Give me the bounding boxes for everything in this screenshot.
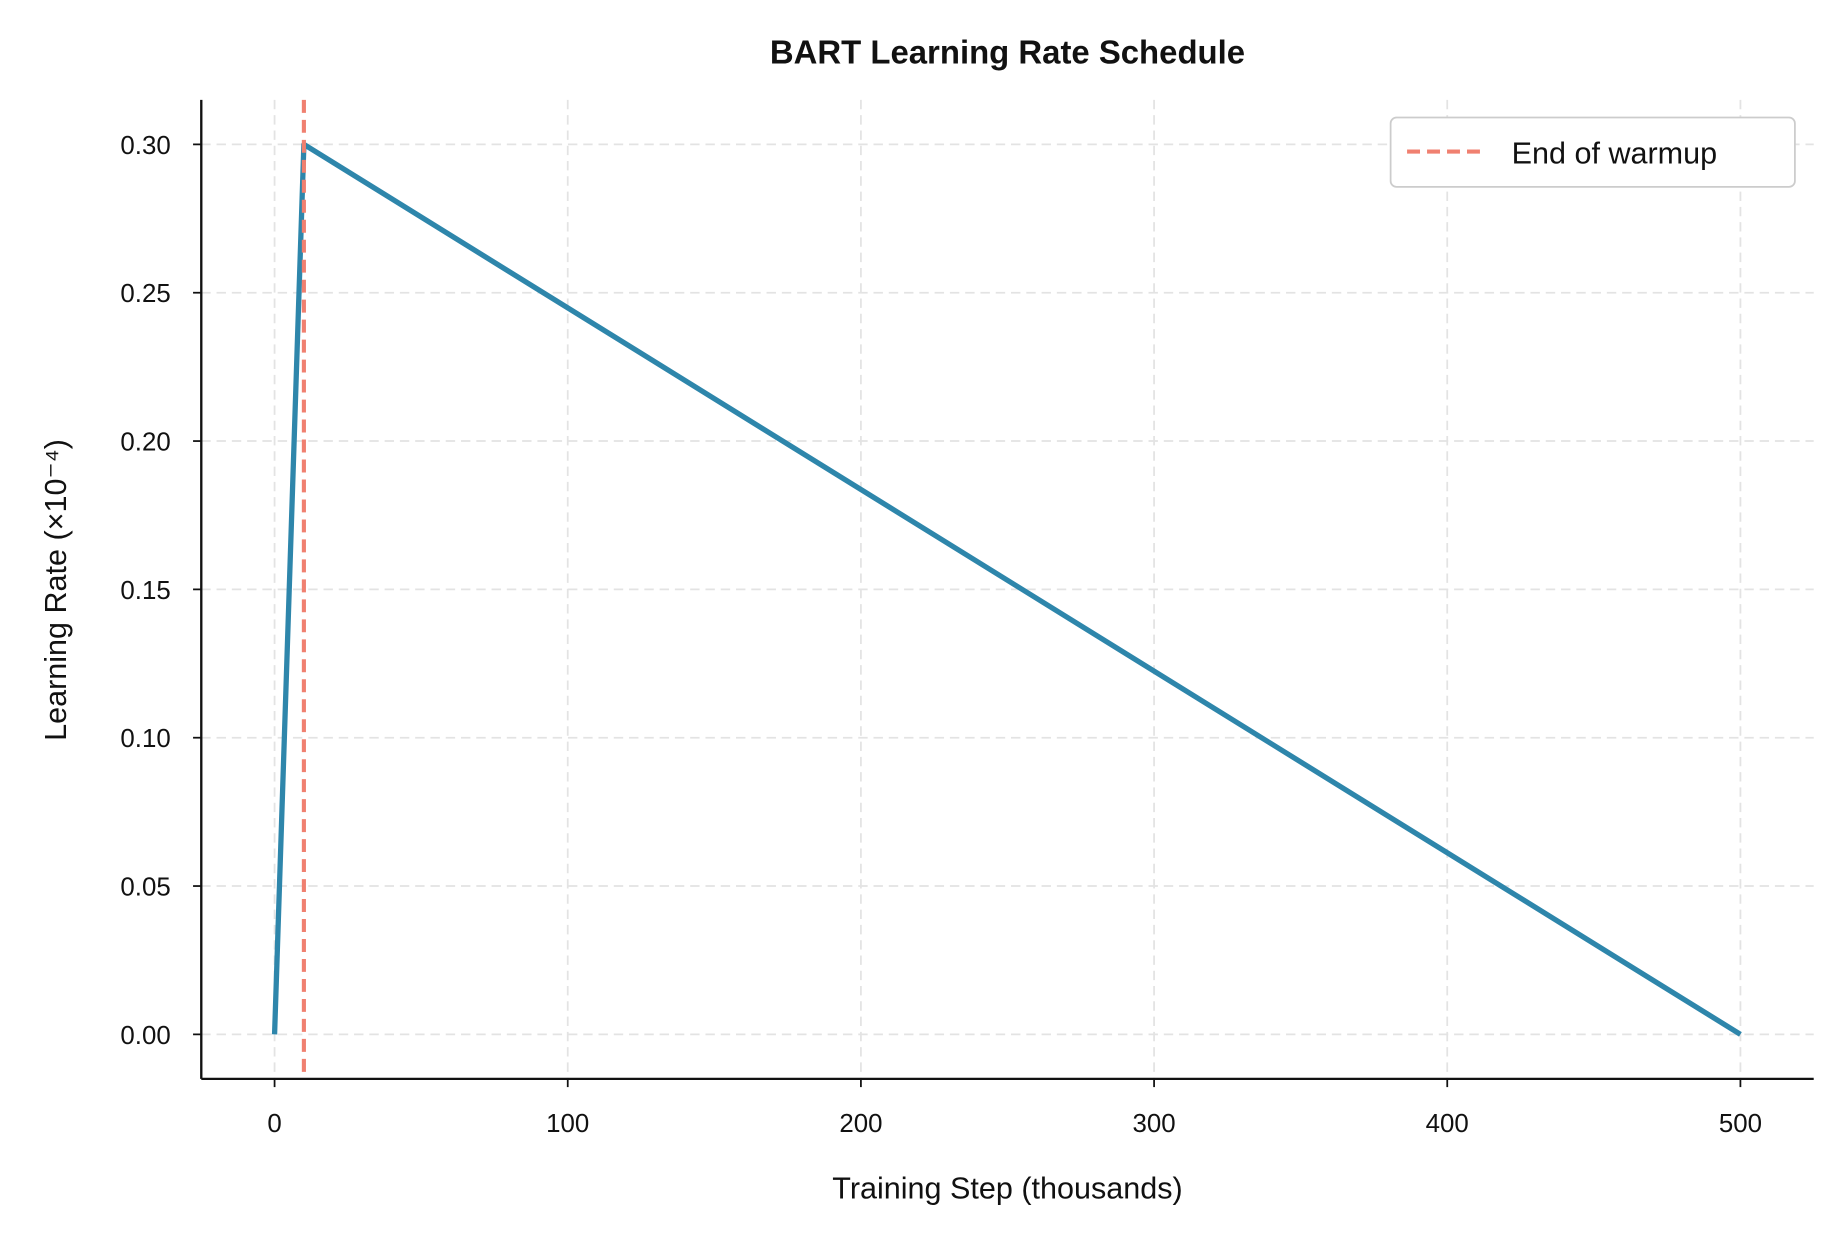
grid: [201, 99, 1814, 1079]
x-tick-label: 400: [1426, 1110, 1469, 1138]
legend: End of warmup: [1389, 116, 1796, 188]
y-tick-label: 0.20: [120, 428, 170, 456]
y-tick-label: 0.25: [120, 280, 170, 308]
y-tick-label: 0.00: [120, 1022, 170, 1050]
y-tick-label: 0.15: [120, 577, 170, 605]
chart-title: BART Learning Rate Schedule: [770, 33, 1245, 70]
x-tick-label: 100: [546, 1110, 589, 1138]
x-axis-label: Training Step (thousands): [832, 1172, 1182, 1206]
ticks: 0 100 200 300 400 500 0.00 0.05 0.10 0.15 0.20 0.25…: [120, 132, 1762, 1138]
x-tick-label: 200: [839, 1110, 882, 1138]
y-tick-label: 0.05: [120, 873, 170, 901]
x-tick-label: 0: [267, 1110, 281, 1138]
legend-label: End of warmup: [1512, 136, 1717, 170]
y-axis-label: Learning Rate (×10⁻⁴): [39, 439, 73, 741]
plot-area: [271, 99, 1742, 1079]
y-tick-label: 0.10: [120, 725, 170, 753]
y-tick-label: 0.30: [120, 132, 170, 160]
x-tick-label: 300: [1133, 1110, 1176, 1138]
x-tick-label: 500: [1719, 1110, 1762, 1138]
legend-box: [1389, 116, 1796, 188]
